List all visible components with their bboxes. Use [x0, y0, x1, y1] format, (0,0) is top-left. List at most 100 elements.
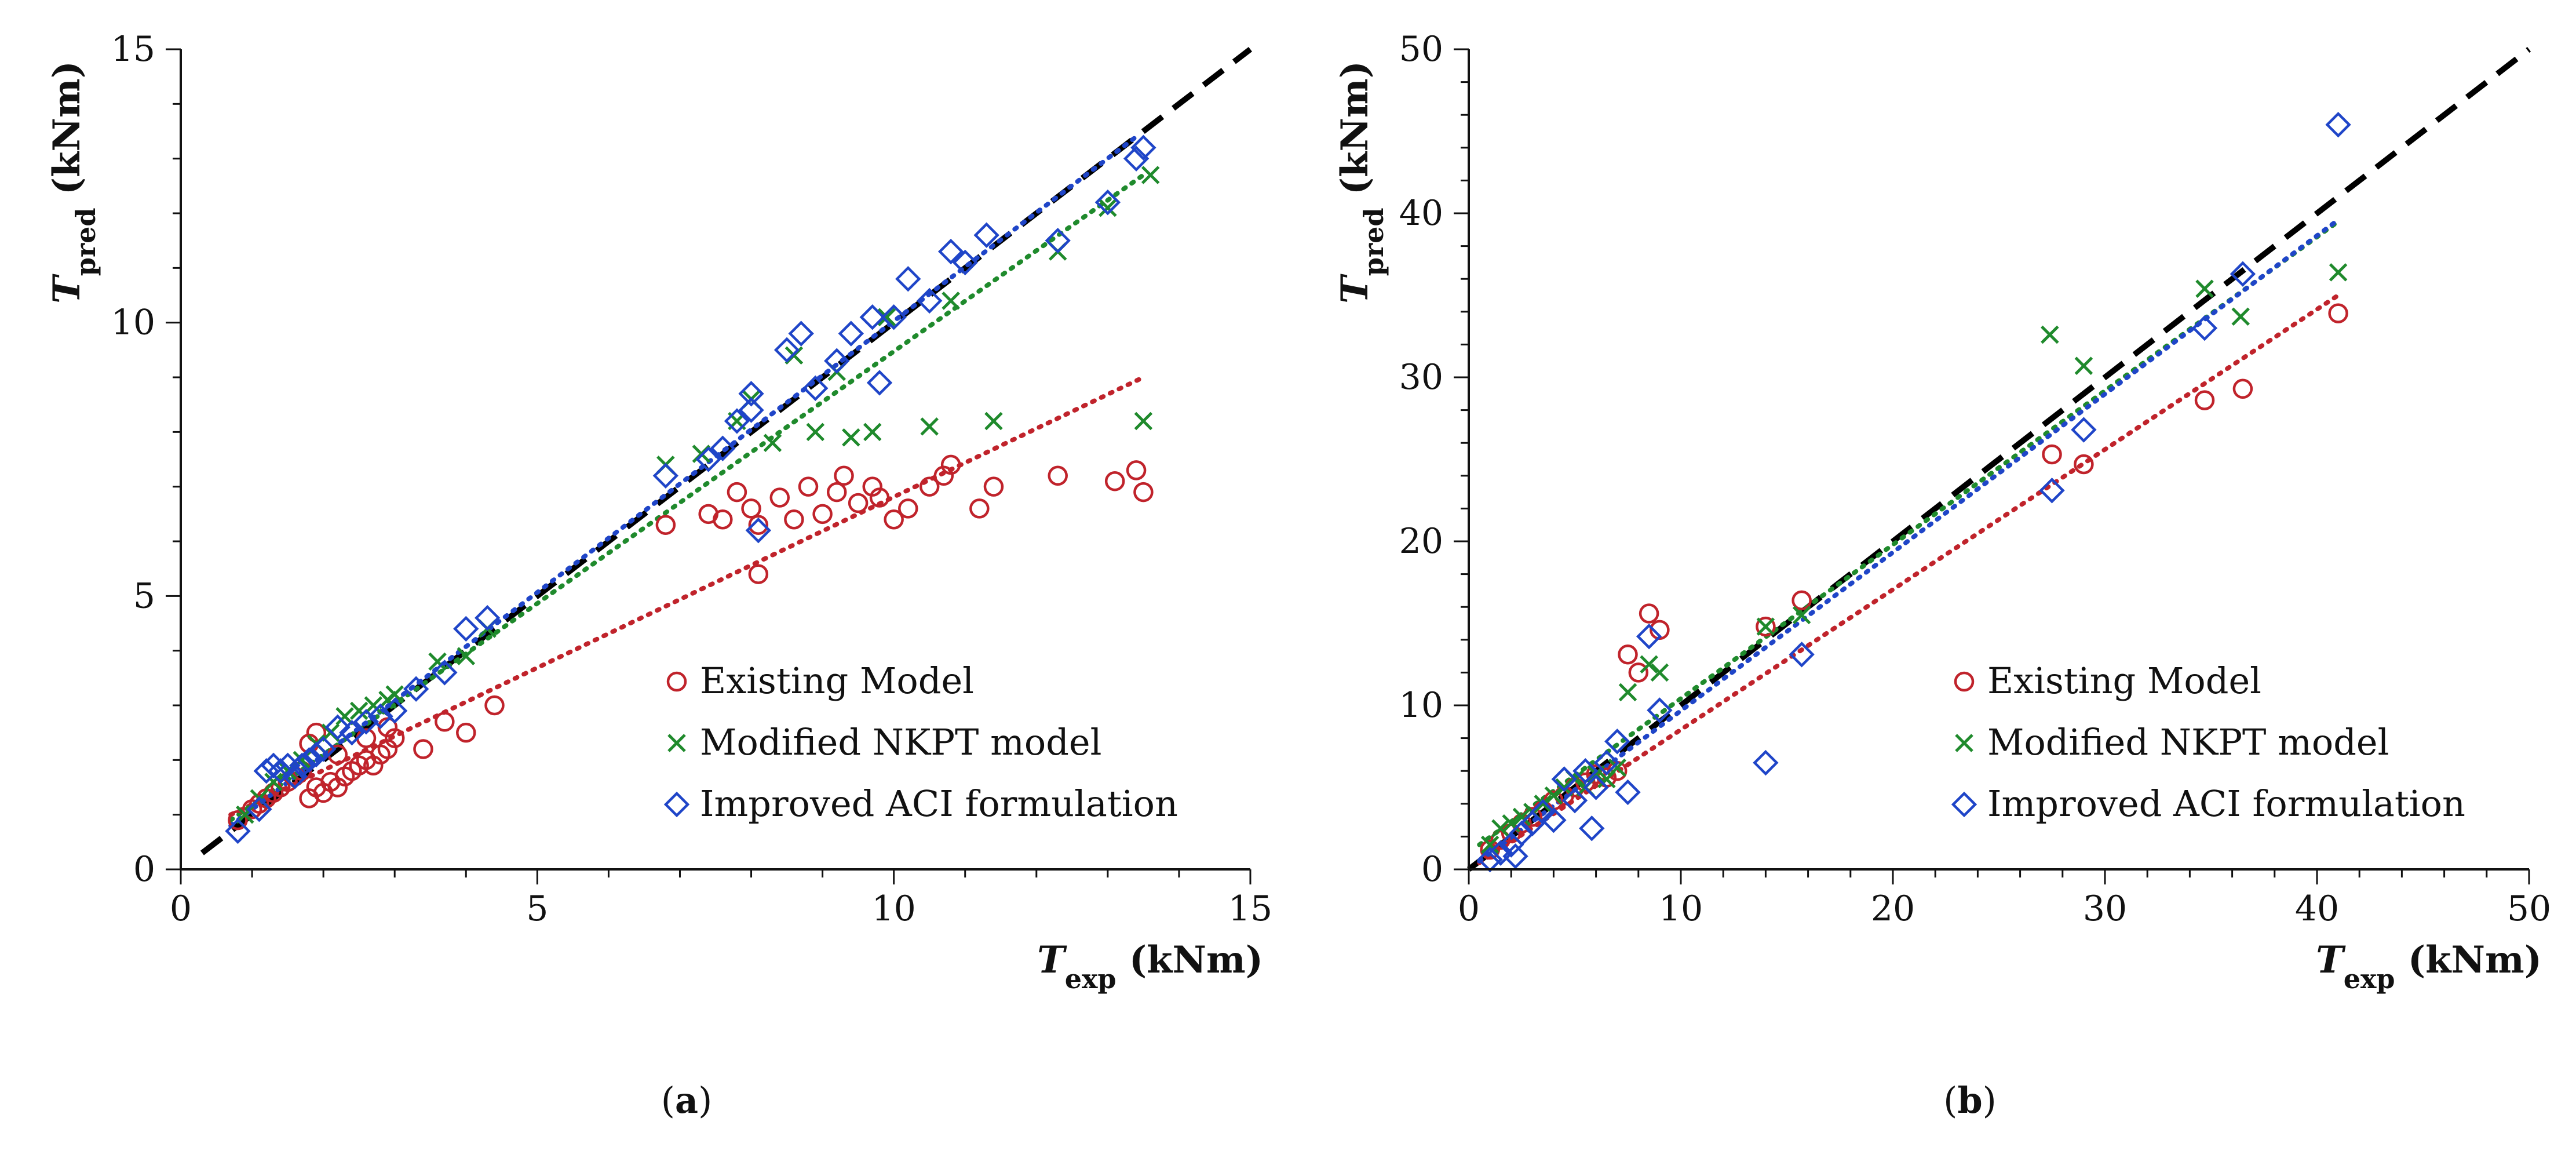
- data-point-existing: [798, 476, 819, 497]
- data-point-existing: [727, 482, 747, 502]
- data-point-existing: [2074, 454, 2094, 475]
- data-point-improved: [973, 222, 999, 248]
- data-point-modified: [942, 292, 960, 310]
- data-point-existing: [1586, 764, 1606, 785]
- data-point-modified: [1756, 617, 1775, 636]
- x-tick-label: 10: [871, 888, 915, 929]
- data-point-existing: [834, 465, 854, 486]
- data-point-improved: [1541, 807, 1567, 833]
- data-point-modified: [1491, 819, 1510, 838]
- x-tick-label: 10: [1659, 888, 1703, 929]
- data-point-existing: [741, 498, 761, 519]
- legend-label-existing: Existing Model: [1987, 660, 2261, 702]
- data-point-improved: [1583, 774, 1609, 800]
- series-improved: [1477, 111, 2351, 873]
- y-tick-label: 0: [1421, 849, 1443, 890]
- data-point-modified: [1141, 166, 1160, 184]
- data-point-improved: [738, 397, 764, 423]
- data-point-existing: [2194, 390, 2215, 410]
- legend-label-modified: Modified NKPT model: [1987, 721, 2389, 763]
- legend-marker-improved: [663, 791, 690, 818]
- data-point-existing: [456, 722, 476, 743]
- data-point-improved: [475, 605, 501, 631]
- data-point-modified: [1134, 412, 1153, 431]
- data-point-improved: [453, 616, 479, 642]
- data-point-existing: [748, 564, 769, 584]
- data-point-existing: [769, 487, 790, 508]
- data-point-modified: [1555, 778, 1574, 797]
- data-point-improved: [1551, 766, 1577, 792]
- data-point-modified: [1099, 198, 1117, 217]
- data-point-existing: [884, 509, 904, 530]
- legend: Existing Model Modified NKPT model Impro…: [1951, 660, 2465, 825]
- data-point-existing: [1756, 616, 1776, 637]
- data-point-improved: [917, 287, 943, 314]
- data-point-improved: [1647, 697, 1673, 723]
- data-point-improved: [225, 818, 251, 844]
- data-point-modified: [2329, 263, 2348, 282]
- data-point-existing: [484, 695, 505, 716]
- legend-item-improved: Improved ACI formulation: [1951, 782, 2465, 825]
- data-point-modified: [428, 652, 447, 671]
- data-point-improved: [2191, 315, 2218, 341]
- y-tick-label: 50: [1399, 29, 1443, 70]
- data-point-improved: [724, 408, 750, 434]
- x-tick-label: 50: [2507, 888, 2551, 929]
- data-point-improved: [710, 435, 736, 461]
- data-point-existing: [1480, 839, 1500, 860]
- data-point-modified: [1608, 758, 1626, 777]
- x-tick-label: 40: [2295, 888, 2339, 929]
- legend-label-modified: Modified NKPT model: [700, 721, 1101, 763]
- data-point-improved: [1502, 843, 1528, 869]
- x-tick-label: 0: [170, 888, 192, 929]
- data-point-existing: [748, 515, 769, 535]
- data-point-existing: [898, 498, 918, 519]
- data-point-modified: [984, 412, 1003, 431]
- y-tick-label: 10: [1399, 685, 1443, 726]
- x-tick-label: 0: [1458, 888, 1480, 929]
- data-point-improved: [1045, 227, 1071, 254]
- data-point-improved: [1789, 642, 1815, 668]
- data-point-modified: [385, 685, 404, 704]
- x-axis-title: Texp (kNm): [2316, 938, 2542, 995]
- data-point-modified: [842, 428, 860, 447]
- data-point-modified: [1792, 606, 1811, 625]
- data-point-improved: [2230, 261, 2256, 287]
- data-point-improved: [745, 517, 772, 544]
- data-point-modified: [349, 701, 368, 720]
- trend-line-improved: [1477, 217, 2341, 864]
- data-point-modified: [2041, 325, 2059, 344]
- data-point-improved: [296, 747, 322, 773]
- data-point-modified: [2074, 356, 2093, 375]
- y-tick-label: 15: [111, 29, 155, 70]
- data-point-improved: [824, 348, 850, 374]
- data-point-existing: [2042, 444, 2062, 465]
- data-point-improved: [382, 698, 408, 724]
- data-point-existing: [2328, 303, 2348, 323]
- data-point-modified: [2231, 307, 2250, 326]
- data-point-modified: [920, 417, 939, 436]
- data-point-existing: [1791, 590, 1812, 611]
- data-point-modified: [2195, 279, 2214, 298]
- data-point-existing: [1639, 603, 1659, 624]
- legend: Existing Model Modified NKPT model Impro…: [663, 660, 1178, 825]
- data-point-existing: [940, 454, 961, 475]
- data-point-improved: [432, 660, 458, 686]
- legend-marker-improved: [1951, 791, 1977, 818]
- x-tick-label: 20: [1871, 888, 1915, 929]
- data-point-improved: [1561, 787, 1588, 814]
- y-axis-title: Tpred (kNm): [1333, 61, 1389, 304]
- legend-marker-modified: [1955, 734, 1973, 752]
- data-point-improved: [1094, 189, 1121, 216]
- x-axis-title: Texp (kNm): [1037, 938, 1263, 995]
- data-point-improved: [738, 381, 764, 407]
- data-point-improved: [403, 676, 429, 702]
- data-point-modified: [1650, 663, 1669, 682]
- data-point-improved: [838, 321, 864, 347]
- data-point-existing: [983, 476, 1004, 497]
- data-point-improved: [802, 375, 829, 402]
- legend-item-improved: Improved ACI formulation: [663, 782, 1178, 825]
- data-point-modified: [1544, 786, 1563, 805]
- data-point-improved: [859, 304, 885, 330]
